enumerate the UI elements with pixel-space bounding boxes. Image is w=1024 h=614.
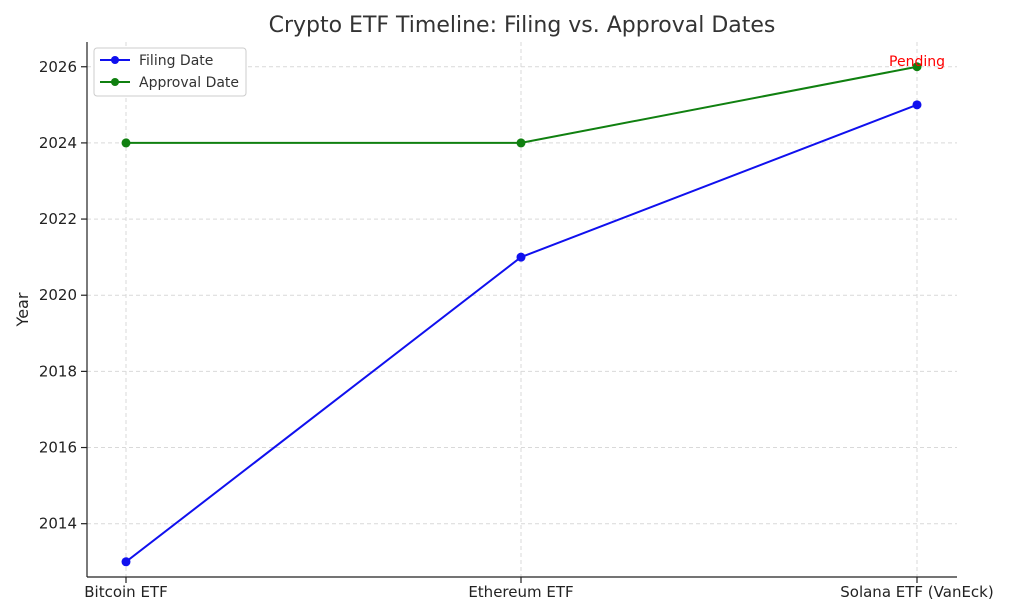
data-point-filing-date — [121, 557, 131, 567]
data-point-approval-date — [121, 138, 131, 148]
legend-label: Approval Date — [139, 75, 239, 91]
y-tick-label: 2016 — [39, 439, 77, 457]
x-tick-label: Bitcoin ETF — [84, 583, 167, 601]
plot-series — [121, 62, 922, 567]
y-tick-label: 2024 — [39, 134, 77, 152]
legend-item: Filing Date — [100, 53, 213, 69]
axes: 2014 2016 2018 2020 2022 2024 2026 Bitcoin ETF E… — [39, 42, 994, 601]
series-approval-date — [121, 62, 922, 148]
legend-item: Approval Date — [100, 75, 239, 91]
x-tick-label: Solana ETF (VanEck) — [840, 583, 993, 601]
y-tick-label: 2026 — [39, 58, 77, 76]
y-tick-label: 2020 — [39, 286, 77, 304]
grid — [87, 42, 957, 577]
data-point-approval-date — [516, 138, 526, 148]
y-tick-label: 2014 — [39, 515, 77, 533]
legend-swatch-marker — [111, 78, 119, 86]
legend-label: Filing Date — [139, 53, 213, 69]
y-axis-label: Year — [13, 292, 32, 327]
chart-title: Crypto ETF Timeline: Filing vs. Approval… — [269, 13, 776, 38]
y-tick-label: 2022 — [39, 210, 77, 228]
x-tick-label: Ethereum ETF — [468, 583, 573, 601]
legend: Filing Date Approval Date — [93, 47, 247, 97]
data-point-filing-date — [912, 100, 922, 110]
annotations: Pending — [889, 54, 945, 70]
series-filing-date — [121, 100, 922, 567]
annotation-label: Pending — [889, 54, 945, 70]
data-point-filing-date — [516, 252, 526, 262]
data-point-approval-date — [912, 62, 922, 72]
y-tick-label: 2018 — [39, 362, 77, 380]
legend-swatch-marker — [111, 56, 119, 64]
legend-box — [93, 47, 247, 97]
